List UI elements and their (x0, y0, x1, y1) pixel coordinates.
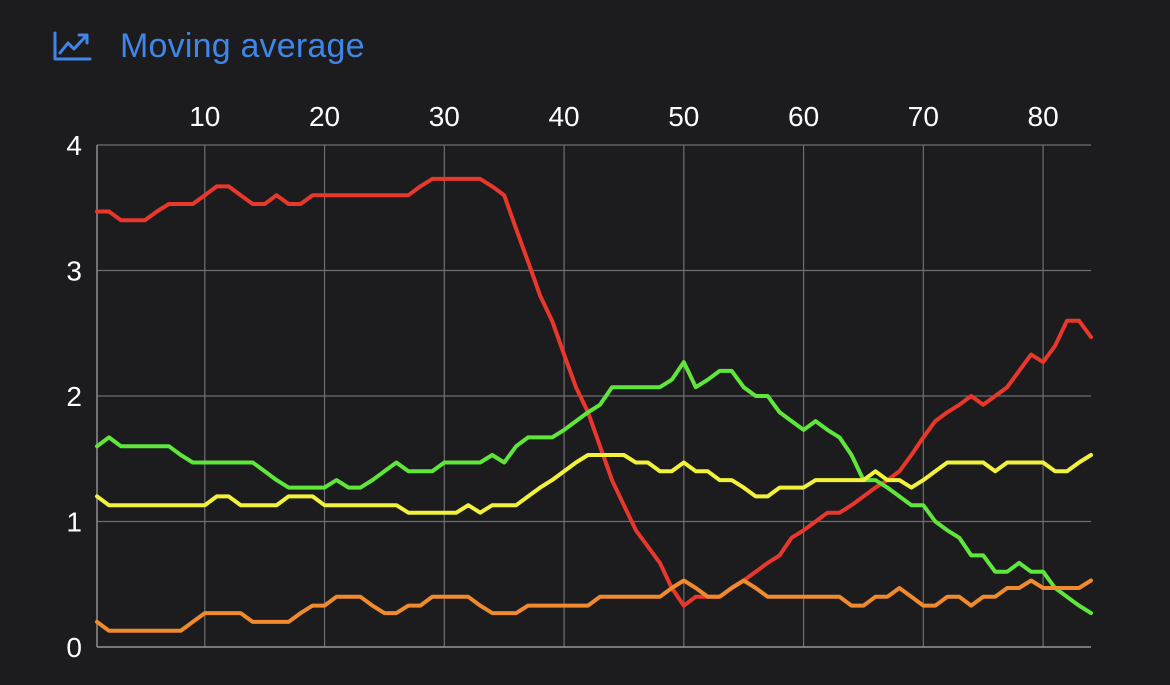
y-tick-label: 1 (66, 507, 82, 538)
series-line-1 (95, 176, 1093, 608)
line-chart-icon (53, 31, 92, 61)
x-tick-label: 50 (668, 101, 699, 132)
y-tick-label: 4 (66, 130, 82, 161)
series-lines (95, 176, 1093, 633)
x-tick-label: 30 (429, 101, 460, 132)
x-tick-label: 70 (908, 101, 939, 132)
y-tick-label: 2 (66, 381, 82, 412)
x-tick-label: 10 (189, 101, 220, 132)
grid-lines (96, 144, 1091, 648)
x-tick-label: 80 (1028, 101, 1059, 132)
chart-title: Moving average (120, 26, 365, 65)
series-line-3 (95, 453, 1093, 515)
x-tick-label: 60 (788, 101, 819, 132)
series-line-2 (95, 360, 1093, 616)
y-tick-label: 3 (66, 256, 82, 287)
y-tick-label: 0 (66, 632, 82, 663)
axis-labels: 0 1 2 3 4 10 20 30 40 50 60 70 80 (66, 101, 1058, 663)
series-line-4 (95, 578, 1093, 633)
x-tick-label: 40 (548, 101, 579, 132)
chart-header: Moving average (52, 24, 365, 68)
x-tick-label: 20 (309, 101, 340, 132)
